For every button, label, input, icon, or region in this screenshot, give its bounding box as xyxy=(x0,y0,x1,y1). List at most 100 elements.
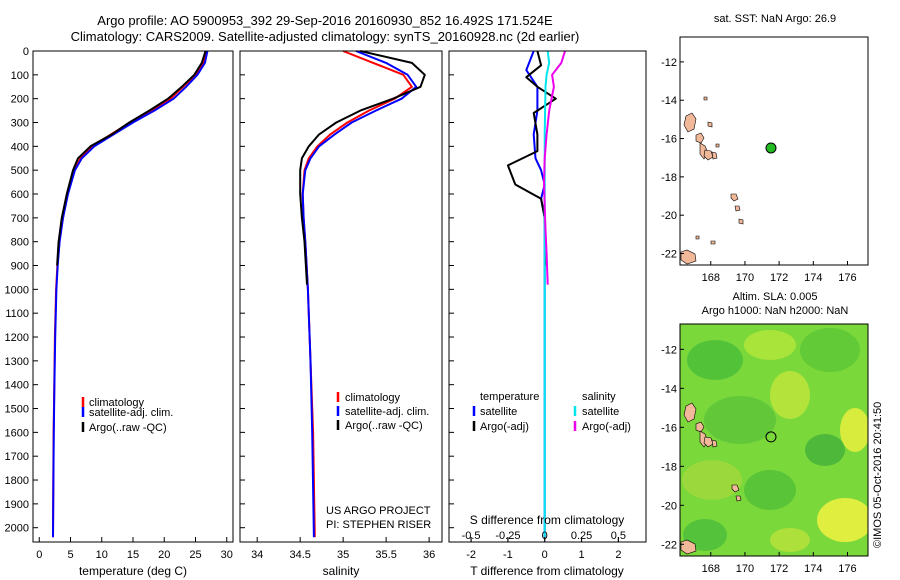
series-line-2 xyxy=(301,50,418,538)
island-shape xyxy=(715,143,720,148)
x-tick-label: 15 xyxy=(127,549,139,561)
salinity-legend: climatology satellite-adj. clim. Argo(..… xyxy=(336,392,429,432)
sla-field-patch xyxy=(687,340,743,380)
x-tick-label: 34 xyxy=(251,549,263,561)
x-tick-label: 35 xyxy=(337,549,349,561)
x-tick-label: 25 xyxy=(189,549,201,561)
depth-tick-label: 1500 xyxy=(5,404,29,416)
x-tick-label: 35.5 xyxy=(375,549,396,561)
difference-panel: -2 -1 0 1 2 -0.5 -0.25 0 0.25 0.5 S difference f… xyxy=(448,50,647,578)
sla-map-frame xyxy=(679,323,869,557)
map-y-tick-label: -12 xyxy=(661,344,677,356)
x-tick-label: 34.5 xyxy=(289,549,310,561)
x-tick-label: 36 xyxy=(423,549,435,561)
island-shape xyxy=(695,235,700,240)
map-y-tick-label: -14 xyxy=(661,383,677,395)
island-shape xyxy=(695,421,705,433)
depth-tick-label: 1400 xyxy=(5,380,29,392)
sal-legend-climatology: climatology xyxy=(345,392,401,404)
map-y-tick-label: -16 xyxy=(661,422,677,434)
island-shape xyxy=(707,121,713,128)
map-x-tick-label: 170 xyxy=(736,272,754,284)
depth-tick-label: 1600 xyxy=(5,427,29,439)
series-line-3 xyxy=(299,50,426,285)
depth-tick-label: 500 xyxy=(11,165,29,177)
depth-tick-label: 300 xyxy=(11,118,29,130)
depth-tick-label: 1700 xyxy=(5,451,29,463)
island-shape xyxy=(730,193,739,202)
sla-field-patch xyxy=(744,470,796,510)
series-line-3 xyxy=(56,50,207,266)
sal-legend-argo: Argo(..raw -QC) xyxy=(345,420,423,432)
x-tick-label: -1 xyxy=(503,549,513,561)
x-tick-label: 10 xyxy=(96,549,108,561)
island-shape xyxy=(734,205,741,212)
sla-field-patch xyxy=(840,408,868,452)
x-tick-label: 0 xyxy=(542,549,548,561)
island-shape xyxy=(683,402,697,423)
map-y-tick-label: -18 xyxy=(661,461,677,473)
sla-field-patch xyxy=(704,396,776,444)
depth-tick-label: 700 xyxy=(11,213,29,225)
x-tick-label: 20 xyxy=(158,549,170,561)
sst-map-islands xyxy=(680,96,744,265)
island-shape xyxy=(703,436,714,448)
island-shape xyxy=(711,151,718,160)
depth-tick-label: 1000 xyxy=(5,284,29,296)
island-shape xyxy=(703,149,714,161)
map-x-tick-label: 170 xyxy=(736,563,754,575)
temp-legend-satellite: satellite-adj. clim. xyxy=(89,407,173,419)
x-tick-label: 0 xyxy=(36,549,42,561)
map-y-tick-label: -18 xyxy=(661,172,677,184)
depth-tick-label: 1100 xyxy=(5,308,29,320)
depth-tick-label: 1900 xyxy=(5,499,29,511)
island-shape xyxy=(731,484,740,493)
map-x-tick-label: 172 xyxy=(770,563,788,575)
series-line-4 xyxy=(543,50,566,285)
island-shape xyxy=(680,249,697,265)
sla-map-panel: Altim. SLA: 0.005 Argo h1000: NaN h2000:… xyxy=(661,291,869,575)
depth-tick-label: 1800 xyxy=(5,475,29,487)
island-shape xyxy=(711,439,718,448)
sla-field-patch xyxy=(805,434,845,466)
map-y-tick-label: -12 xyxy=(661,57,677,69)
temperature-legend: climatology satellite-adj. clim. Argo(..… xyxy=(81,397,173,434)
difference-legend: temperature satellite Argo(-adj) salinit… xyxy=(472,391,631,433)
sla-map-islands xyxy=(680,402,742,555)
salinity-panel: 34 34.5 35 35.5 36 salinity climatology sate… xyxy=(239,50,443,578)
sst-map-panel: sat. SST: NaN Argo: 26.9 168 170 172 174 176… xyxy=(661,13,869,284)
depth-tick-label: 1200 xyxy=(5,332,29,344)
depth-tick-label: 800 xyxy=(11,237,29,249)
x-tick-label: -0.5 xyxy=(462,530,481,542)
temp-legend-climatology: climatology xyxy=(89,397,145,409)
map-x-tick-label: 168 xyxy=(702,272,720,284)
x-tick-label: 5 xyxy=(67,549,73,561)
diff-legend-t-satellite: satellite xyxy=(480,406,517,418)
island-shape xyxy=(680,539,697,555)
depth-tick-label: 1300 xyxy=(5,356,29,368)
island-shape xyxy=(735,495,742,502)
island-shape xyxy=(738,218,744,225)
x-tick-label: 30 xyxy=(221,549,233,561)
series-line-2 xyxy=(52,50,209,538)
pi-label: PI: STEPHEN RISER xyxy=(326,519,431,531)
x-tick-label: -0.25 xyxy=(495,530,520,542)
island-shape xyxy=(703,96,708,101)
sla-heatmap xyxy=(680,324,868,556)
sla-field-patch xyxy=(683,519,727,551)
x-tick-label: 0 xyxy=(542,530,548,542)
difference-plot-frame xyxy=(448,50,647,543)
map-x-tick-label: 174 xyxy=(804,563,822,575)
t-difference-label: T difference from climatology xyxy=(470,564,624,578)
header-line-1: Argo profile: AO 5900953_392 29-Sep-2016… xyxy=(97,13,553,28)
depth-tick-label: 100 xyxy=(11,70,29,82)
diff-legend-salinity-heading: salinity xyxy=(582,391,616,403)
temperature-axis-label: temperature (deg C) xyxy=(79,564,187,578)
series-line-2 xyxy=(506,50,557,266)
map-x-tick-label: 172 xyxy=(770,272,788,284)
depth-tick-label: 0 xyxy=(23,46,29,58)
series-line-1 xyxy=(301,50,413,538)
x-tick-label: 0.25 xyxy=(571,530,592,542)
x-tick-label: 2 xyxy=(615,549,621,561)
salinity-plot-frame xyxy=(239,50,443,543)
